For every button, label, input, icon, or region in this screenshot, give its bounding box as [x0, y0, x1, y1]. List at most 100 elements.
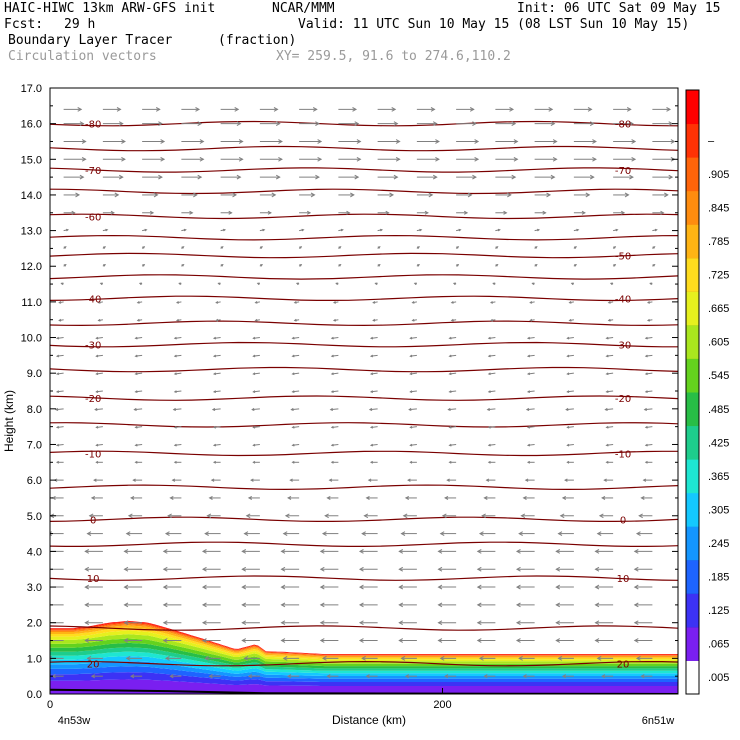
wind-vector — [299, 210, 312, 215]
wind-vector — [573, 228, 580, 232]
wind-vector-shaft — [645, 354, 653, 357]
wind-vector — [123, 549, 143, 554]
wind-vector-shaft — [291, 408, 300, 411]
wind-vector — [416, 246, 420, 249]
wind-vector-head — [515, 638, 521, 643]
wind-vector — [526, 390, 535, 393]
wind-vector-head — [123, 638, 129, 643]
wind-vector — [95, 425, 103, 429]
wind-vector-head — [63, 246, 67, 249]
wind-vector-shaft — [135, 337, 143, 339]
colorbar-swatch — [686, 459, 699, 494]
wind-vector-head — [193, 192, 198, 198]
wind-vector-head — [437, 566, 443, 572]
wind-vector — [247, 674, 260, 679]
wind-vector — [134, 425, 143, 429]
wind-vector — [259, 192, 277, 198]
wind-vector — [594, 566, 614, 572]
wind-vector — [319, 549, 339, 554]
wind-vector-shaft — [174, 390, 182, 393]
wind-vector-head — [138, 282, 142, 286]
wind-vector — [448, 390, 457, 393]
wind-vector — [529, 318, 535, 322]
wind-vector — [241, 602, 260, 608]
wind-vector — [252, 336, 260, 340]
wind-vector — [259, 210, 272, 215]
wind-vector — [332, 318, 339, 322]
wind-vector-head — [55, 354, 60, 358]
wind-vector — [369, 460, 378, 464]
wind-vector-head — [487, 425, 491, 429]
wind-vector-head — [134, 390, 138, 393]
wind-vector-head — [95, 390, 99, 393]
wind-vector-shaft — [370, 337, 378, 339]
wind-vector-shaft — [292, 390, 300, 393]
wind-vector — [319, 620, 339, 626]
wind-vector — [287, 674, 300, 679]
wind-vector-shaft — [567, 390, 574, 393]
wind-vector — [55, 372, 64, 376]
wind-vector-head — [550, 121, 556, 127]
wind-vector — [633, 549, 653, 554]
wind-vector-head — [644, 443, 648, 447]
wind-vector-shaft — [253, 354, 260, 357]
wind-vector — [252, 372, 260, 376]
wind-vector — [555, 602, 574, 608]
wind-vector-shaft — [56, 372, 64, 375]
wind-vector — [456, 174, 477, 180]
wind-vector — [330, 354, 339, 358]
wind-vector-shaft — [134, 408, 143, 411]
wind-vector-head — [278, 156, 283, 162]
wind-vector — [330, 443, 339, 447]
wind-vector-head — [90, 674, 96, 679]
wind-vector-head — [598, 513, 604, 519]
wind-vector — [452, 282, 457, 286]
wind-vector — [63, 228, 70, 232]
wind-vector — [613, 210, 626, 215]
wind-vector — [534, 246, 538, 249]
tracer-band — [50, 672, 678, 686]
wind-vector-head — [515, 549, 521, 554]
wind-vector-head — [234, 107, 240, 112]
wind-vector — [644, 425, 653, 429]
wind-vector-shaft — [331, 354, 339, 357]
wind-vector-head — [134, 354, 138, 358]
wind-vector-head — [291, 372, 295, 376]
wind-vector-head — [123, 566, 129, 572]
wind-vector — [319, 602, 339, 608]
wind-vector — [291, 390, 300, 393]
wind-vector — [102, 174, 124, 180]
wind-vector-head — [635, 531, 641, 536]
wind-vector-head — [437, 638, 443, 643]
wind-vector-head — [356, 156, 362, 162]
wind-vector-head — [411, 318, 415, 322]
wind-vector — [450, 318, 457, 322]
wind-vector-head — [631, 156, 637, 162]
wind-vector — [526, 425, 535, 429]
contour-label: -10 — [85, 449, 101, 460]
wind-vector — [324, 513, 339, 519]
wind-vector — [644, 336, 653, 340]
wind-vector — [612, 263, 617, 267]
wind-vector — [652, 139, 676, 144]
wind-vector — [476, 549, 496, 554]
wind-vector — [404, 674, 417, 679]
wind-vector — [84, 584, 103, 590]
wind-vector-head — [576, 228, 580, 232]
wind-vector-head — [60, 282, 64, 286]
wind-vector — [299, 107, 318, 112]
wind-vector-head — [142, 263, 146, 267]
wind-vector — [483, 495, 496, 500]
wind-vector — [167, 513, 182, 519]
wind-vector-head — [241, 620, 247, 626]
colorbar-swatch — [686, 526, 699, 561]
wind-vector — [448, 460, 457, 464]
wind-vector — [605, 443, 614, 447]
wind-vector — [241, 638, 260, 643]
wind-vector-head — [476, 584, 482, 590]
wind-vector-head — [489, 318, 494, 322]
wind-vector-head — [310, 192, 316, 198]
wind-vector — [483, 674, 496, 679]
wind-vector-head — [430, 107, 436, 112]
wind-vector-head — [123, 584, 129, 590]
